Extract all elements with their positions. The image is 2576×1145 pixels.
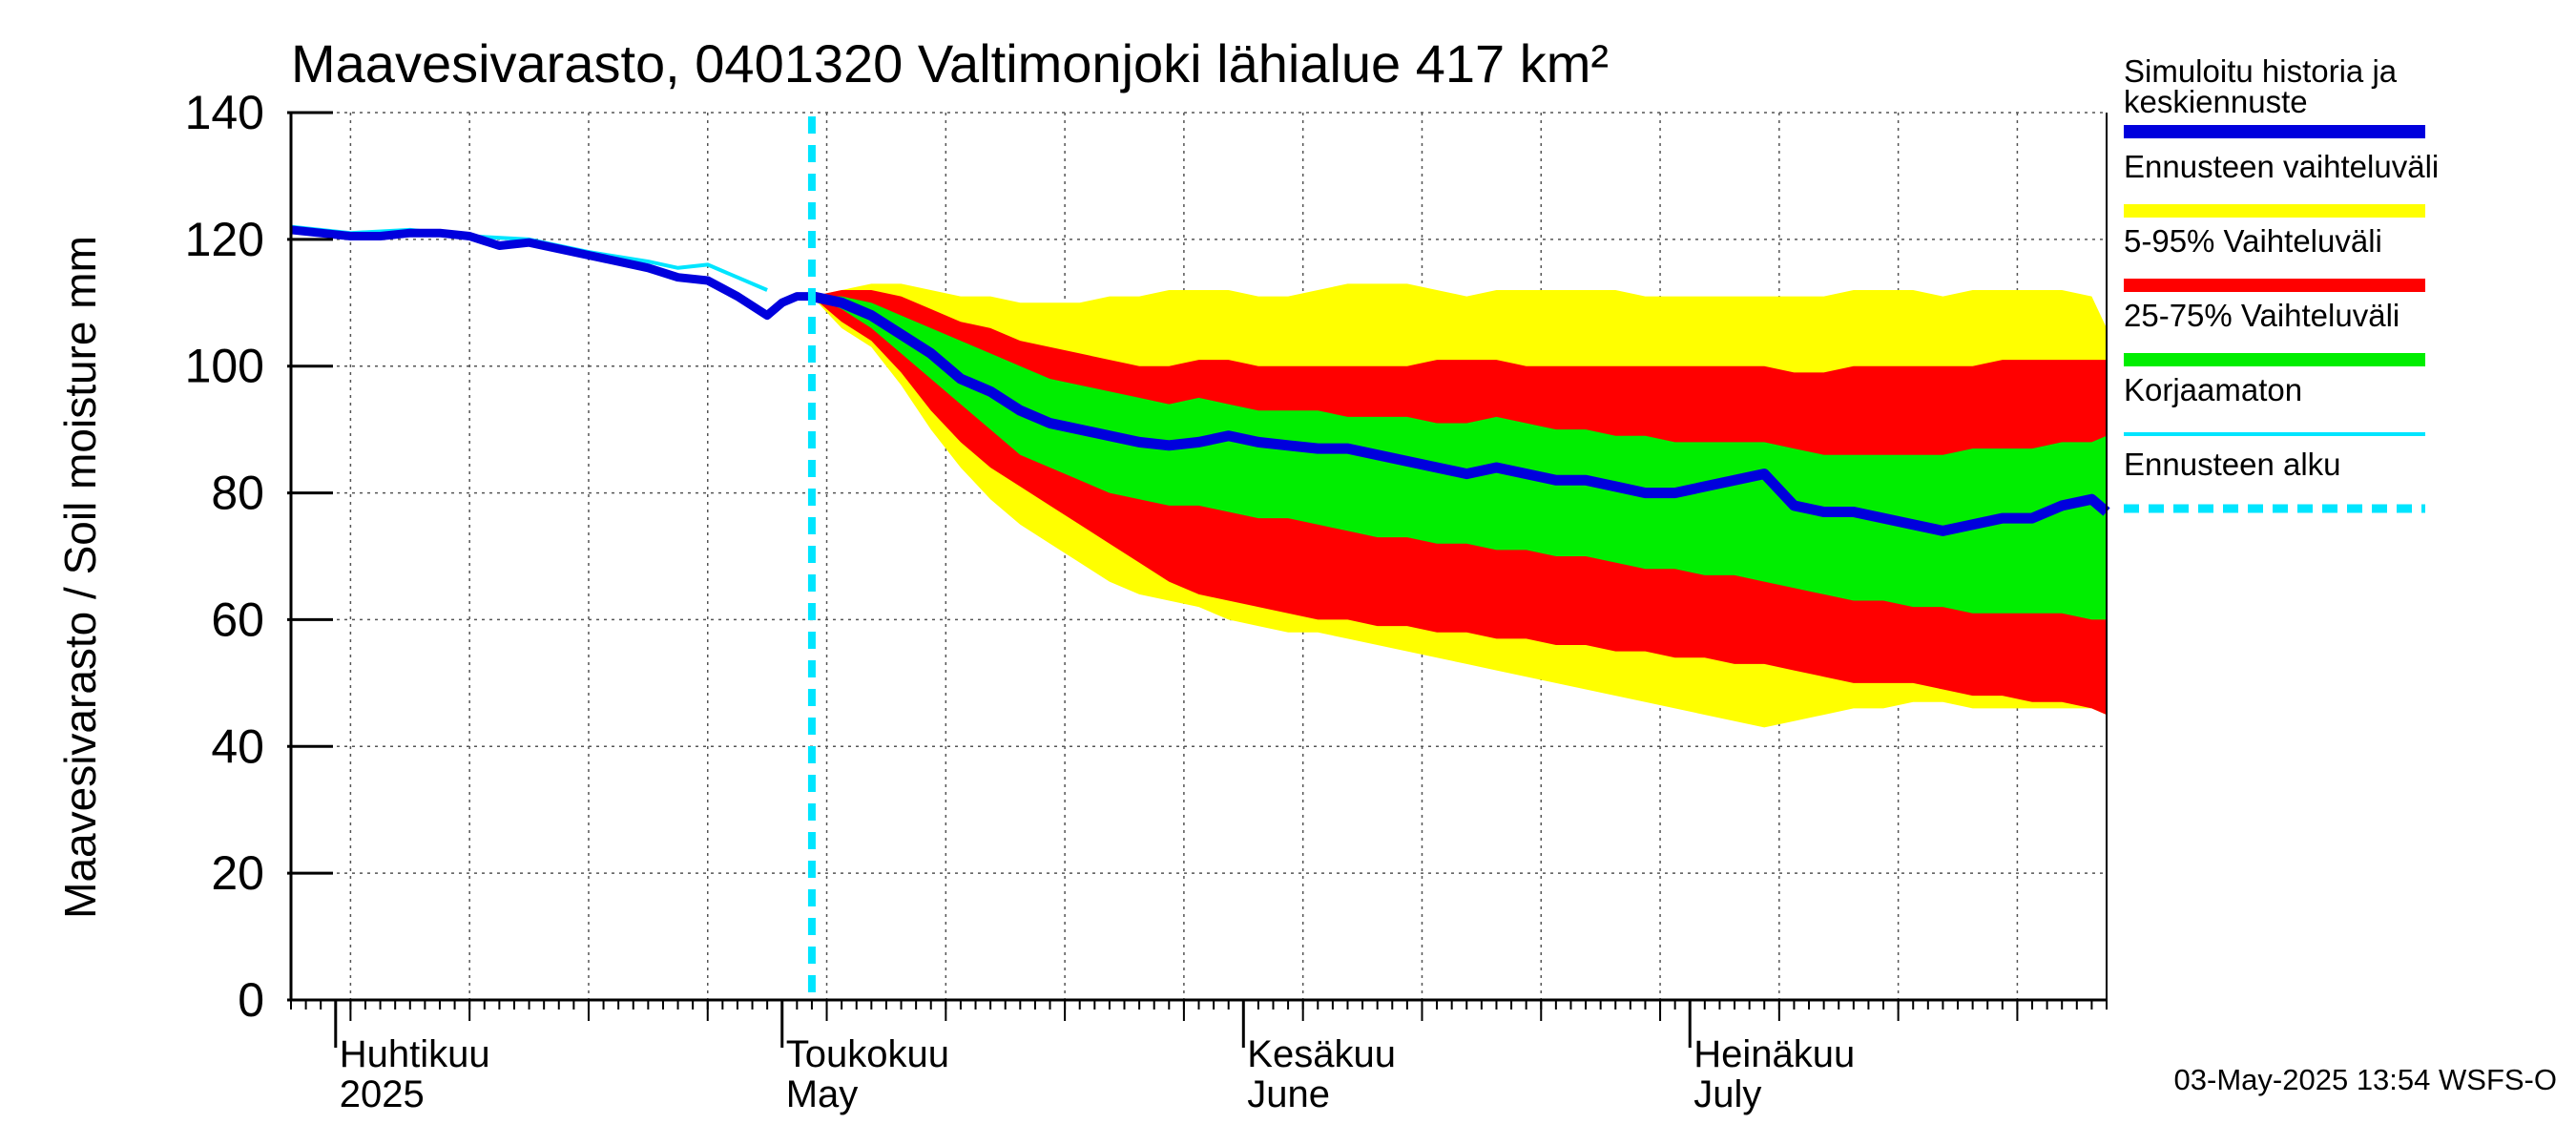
legend-label: Ennusteen vaihteluväli xyxy=(2124,149,2439,184)
series-lines xyxy=(290,116,2110,1000)
chart-title: Maavesivarasto, 0401320 Valtimonjoki läh… xyxy=(291,33,1609,94)
x-month-sublabel: May xyxy=(786,1073,859,1115)
legend-label: Ennusteen alku xyxy=(2124,447,2341,482)
x-month-label: Heinäkuu xyxy=(1693,1033,1855,1075)
x-month-sublabel: July xyxy=(1693,1073,1761,1115)
y-tick-label: 120 xyxy=(185,213,264,266)
legend-label: Korjaamaton xyxy=(2124,372,2302,407)
y-tick-label: 20 xyxy=(211,846,264,900)
p25-p75-band xyxy=(811,296,2107,620)
y-ticks: 0 20 40 60 80 100 120 140 xyxy=(185,86,333,1027)
y-tick-label: 40 xyxy=(211,719,264,773)
legend-label: Simuloitu historia ja xyxy=(2124,53,2398,89)
y-tick-label: 140 xyxy=(185,86,264,139)
x-month-sublabel: 2025 xyxy=(340,1073,425,1115)
y-tick-label: 60 xyxy=(211,593,264,646)
y-axis-label: Maavesivarasto / Soil moisture mm xyxy=(55,236,105,919)
legend-label: 5-95% Vaihteluväli xyxy=(2124,223,2382,259)
x-month-label: Huhtikuu xyxy=(340,1033,490,1075)
y-tick-label: 80 xyxy=(211,467,264,520)
history-line xyxy=(290,225,812,321)
x-month-sublabel: June xyxy=(1247,1073,1330,1115)
forecast-bands xyxy=(811,283,2107,728)
x-month-label: Toukokuu xyxy=(786,1033,949,1075)
y-tick-label: 0 xyxy=(238,973,264,1027)
footer-timestamp: 03-May-2025 13:54 WSFS-O xyxy=(2174,1063,2557,1096)
x-month-label: Kesäkuu xyxy=(1247,1033,1396,1075)
legend-label: 25-75% Vaihteluväli xyxy=(2124,298,2399,333)
legend-label-line2: keskiennuste xyxy=(2124,84,2308,119)
y-tick-label: 100 xyxy=(185,340,264,393)
median-forecast-line xyxy=(810,291,2110,536)
